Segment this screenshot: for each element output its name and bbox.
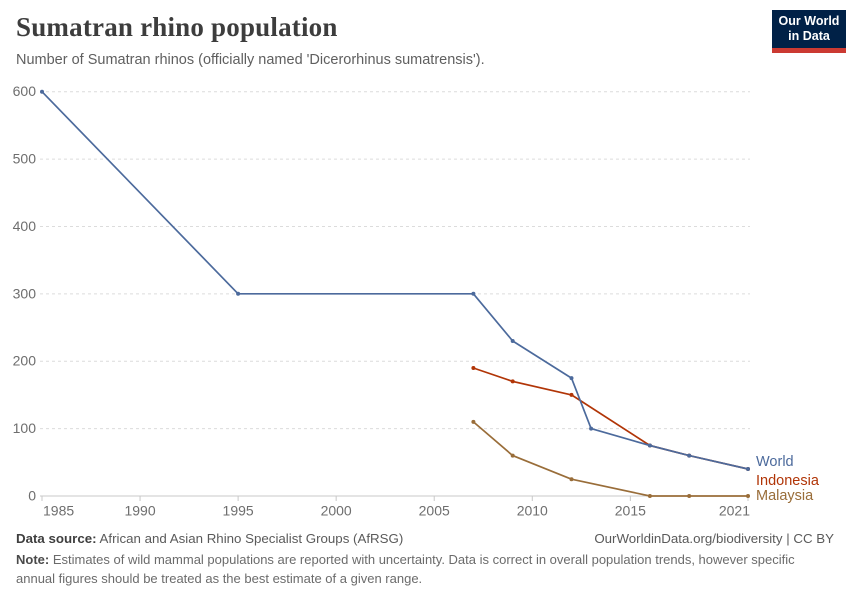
series-point-indonesia — [510, 379, 515, 384]
series-line-malaysia — [472, 421, 749, 497]
series-point-malaysia — [510, 453, 515, 458]
series-point-world — [40, 89, 44, 94]
x-axis-tick-label: 1985 — [43, 503, 74, 519]
note-text: Estimates of wild mammal populations are… — [16, 552, 795, 586]
x-axis-tick-label: 2000 — [321, 503, 352, 519]
x-axis-tick-label: 2010 — [517, 503, 548, 519]
population-line-chart: 0 100 200 300 400 500 600 1985 1990 1995 2000 2005 2… — [13, 83, 820, 519]
series-point-malaysia — [687, 494, 692, 498]
owid-logo-line2: in Data — [788, 29, 830, 43]
owid-citation-link[interactable]: OurWorldinData.org/biodiversity | CC BY — [594, 531, 834, 546]
y-axis-tick-label: 600 — [13, 83, 37, 99]
series-point-world — [510, 339, 515, 343]
x-axis-tick-label: 1995 — [223, 503, 254, 519]
series-label-malaysia: Malaysia — [756, 488, 814, 504]
x-axis-tick-label: 2021 — [719, 503, 750, 519]
page-title: Sumatran rhino population — [16, 12, 338, 42]
x-axis-tick-label: 1990 — [124, 503, 155, 519]
chart-subtitle: Number of Sumatran rhinos (officially na… — [16, 52, 485, 68]
series-point-world — [569, 376, 574, 381]
x-axis-tick-label: 2005 — [419, 503, 450, 519]
series-line-indonesia — [472, 367, 749, 470]
series-point-indonesia — [471, 366, 476, 370]
series-point-world — [589, 426, 594, 431]
y-axis-tick-label: 0 — [28, 488, 36, 504]
series-label-world: World — [756, 454, 794, 470]
series-point-world — [687, 453, 692, 458]
data-source-label: Data source: — [16, 531, 97, 546]
y-axis-tick-label: 100 — [13, 420, 37, 436]
data-source-value: African and Asian Rhino Specialist Group… — [96, 531, 404, 546]
series-point-world — [471, 291, 476, 296]
note-label: Note: — [16, 552, 50, 567]
y-axis-tick-label: 400 — [13, 218, 37, 234]
data-source-text: Data source: African and Asian Rhino Spe… — [16, 531, 403, 546]
footer-sources-row: Data source: African and Asian Rhino Spe… — [16, 531, 834, 546]
series-line-world — [41, 90, 749, 470]
x-axis-tick-label: 2015 — [615, 503, 646, 519]
y-axis-tick-label: 500 — [13, 151, 37, 167]
owid-logo: Our World in Data — [772, 10, 846, 53]
series-point-malaysia — [569, 477, 574, 482]
y-axis-tick-label: 300 — [13, 285, 37, 301]
series-point-world — [647, 443, 652, 448]
series-point-malaysia — [471, 419, 476, 424]
owid-logo-line1: Our World — [778, 14, 840, 28]
footer-note: Note: Estimates of wild mammal populatio… — [16, 551, 808, 589]
series-label-indonesia: Indonesia — [756, 473, 820, 489]
series-point-malaysia — [746, 494, 750, 498]
series-point-world — [746, 467, 750, 471]
y-axis-tick-label: 200 — [13, 353, 37, 369]
series-point-malaysia — [647, 494, 652, 498]
series-point-world — [236, 291, 241, 296]
series-point-indonesia — [569, 392, 574, 397]
